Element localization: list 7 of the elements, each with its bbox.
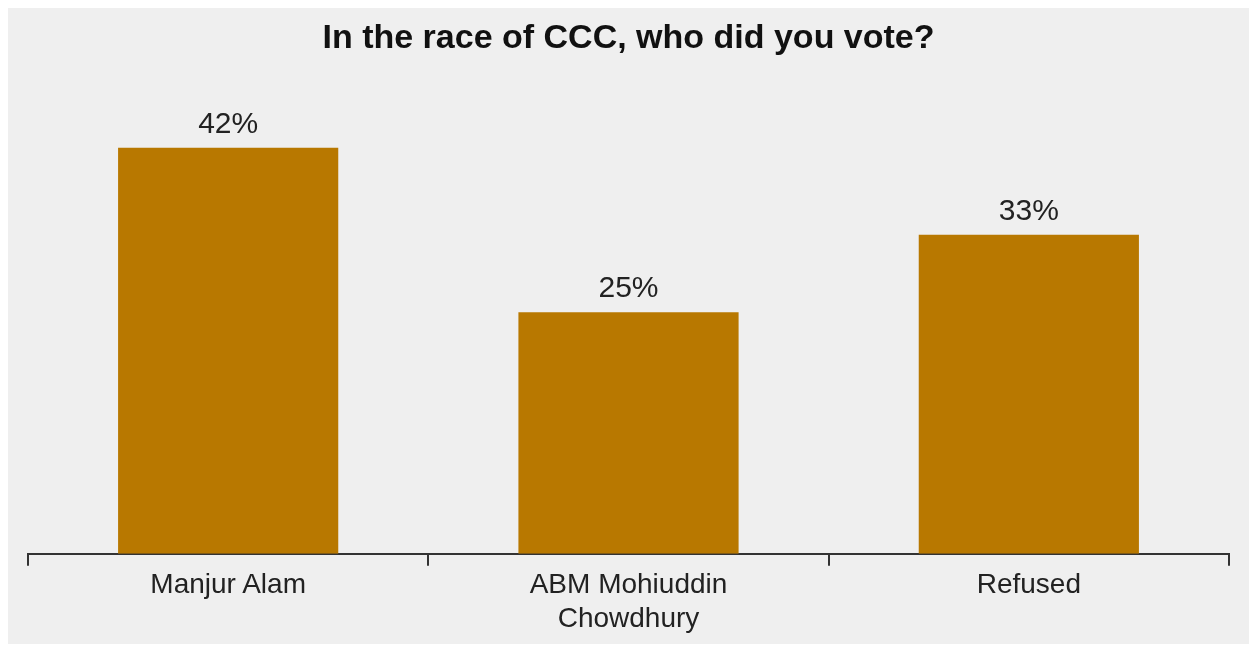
x-tick-label: Refused [976,568,1081,600]
chart-title: In the race of CCC, who did you vote? [322,16,935,55]
x-tick-label: Manjur Alam [150,568,306,600]
data-label: 42% [198,106,259,140]
data-label: 25% [598,270,659,304]
data-label: 33% [998,193,1059,227]
x-tick-label: ABM Mohiuddin Chowdhury [529,568,728,633]
